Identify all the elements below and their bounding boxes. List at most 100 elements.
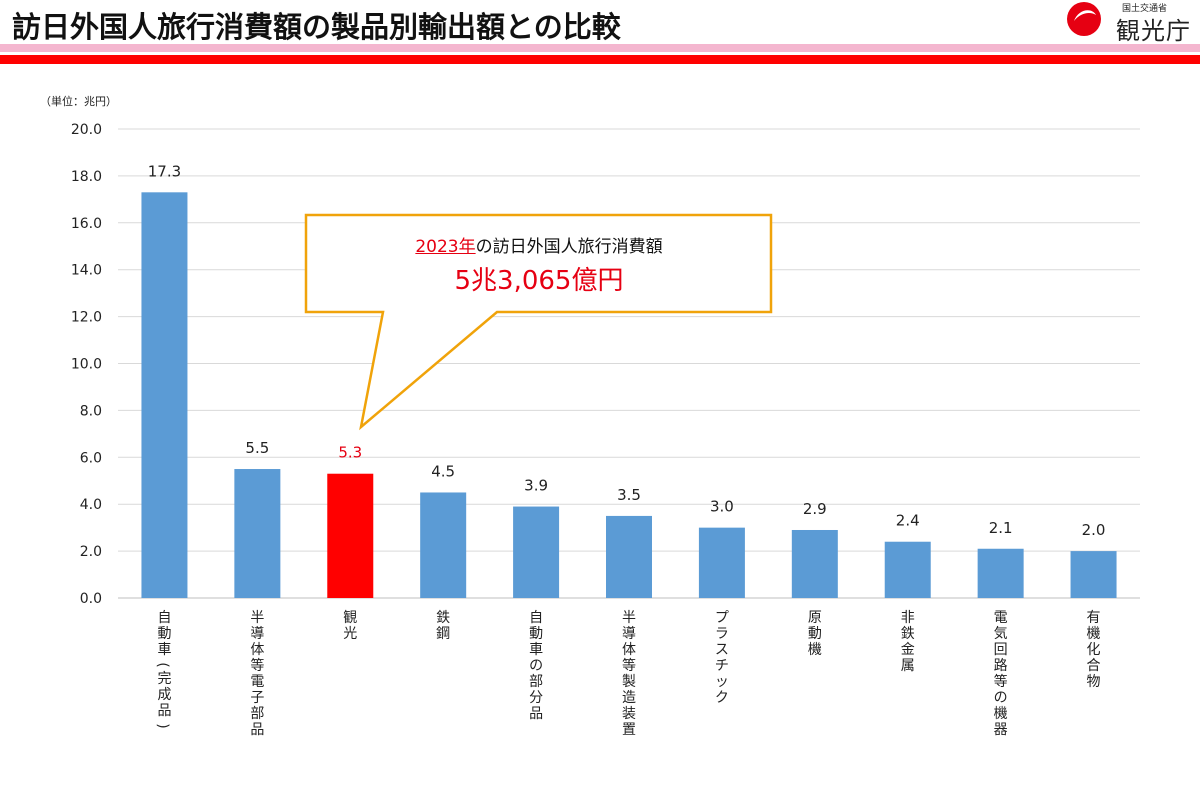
category-label: 鉄鋼 bbox=[436, 610, 450, 642]
data-label: 4.5 bbox=[431, 462, 455, 480]
category-label-char: チ bbox=[715, 658, 729, 674]
bar bbox=[513, 506, 560, 598]
bar bbox=[606, 515, 652, 598]
bar bbox=[698, 527, 745, 598]
data-label: 5.5 bbox=[245, 439, 269, 457]
category-label-char: 回 bbox=[994, 642, 1008, 658]
y-axis-ticks: 0.0 2.0 4.0 6.0 8.0 10.0 12.0 14.0 16.0 18.0 20.0 bbox=[71, 122, 102, 607]
bar bbox=[1070, 551, 1117, 598]
data-label: 2.9 bbox=[803, 500, 827, 518]
category-label-char: ク bbox=[715, 690, 729, 706]
callout-amount: 5兆3,065億円 bbox=[454, 266, 624, 296]
category-label-char: 鋼 bbox=[436, 626, 450, 642]
y-tick-label: 14.0 bbox=[71, 263, 102, 279]
data-labels: 17.3 5.5 5.3 4.5 3.9 3.5 3.0 2.9 2.4 2.1 2.0 bbox=[148, 162, 1106, 539]
logo-agency-text: 観光庁 bbox=[1116, 17, 1191, 45]
y-tick-label: 12.0 bbox=[71, 310, 102, 326]
category-label-char: 導 bbox=[622, 626, 636, 642]
pink-divider bbox=[0, 44, 1200, 52]
y-tick-label: 6.0 bbox=[80, 450, 102, 466]
category-label-char: 有 bbox=[1087, 610, 1101, 626]
category-label-char: 原 bbox=[808, 610, 822, 626]
category-label-char: 半 bbox=[622, 610, 636, 626]
bars bbox=[141, 192, 1117, 598]
category-label-char: ( bbox=[154, 662, 170, 667]
category-label-char: ス bbox=[715, 642, 729, 658]
bar bbox=[234, 469, 281, 598]
category-label-char: 鉄 bbox=[901, 626, 915, 642]
category-label-char: ) bbox=[154, 723, 170, 728]
logo-mark-icon bbox=[1067, 2, 1101, 36]
category-label: 自動車 ( 完成品) bbox=[154, 610, 171, 729]
data-label: 5.3 bbox=[338, 444, 362, 462]
category-label-char: 鉄 bbox=[436, 610, 450, 626]
category-label-char: 金 bbox=[901, 642, 915, 658]
category-label-char: ラ bbox=[715, 626, 729, 642]
bar bbox=[420, 492, 467, 598]
category-label-char: 体 bbox=[622, 642, 636, 658]
category-label-char: 品 bbox=[157, 703, 171, 719]
data-label: 2.1 bbox=[989, 519, 1013, 537]
category-label-char: 子 bbox=[250, 690, 264, 706]
category-label-char: 半 bbox=[250, 610, 264, 626]
category-label-char: 動 bbox=[157, 626, 171, 642]
y-tick-label: 2.0 bbox=[80, 544, 102, 560]
y-tick-label: 18.0 bbox=[71, 169, 102, 185]
category-label-char: ッ bbox=[715, 674, 729, 690]
bar bbox=[327, 473, 374, 598]
data-label: 17.3 bbox=[148, 162, 181, 180]
data-label: 3.5 bbox=[617, 486, 641, 504]
category-label-char: 自 bbox=[529, 610, 543, 626]
category-label-char: 体 bbox=[250, 642, 264, 658]
page-title: 訪日外国人旅行消費額の製品別輸出額との比較 bbox=[12, 10, 621, 44]
header: 訪日外国人旅行消費額の製品別輸出額との比較 国土交通省 観光庁 bbox=[0, 0, 1200, 66]
category-label-char: 完 bbox=[157, 671, 171, 687]
category-label-char: 等 bbox=[622, 657, 636, 674]
category-label-char: 物 bbox=[1087, 674, 1101, 690]
data-label: 2.4 bbox=[896, 512, 920, 530]
callout-caption: 2023年の訪日外国人旅行消費額 bbox=[306, 232, 772, 257]
red-divider bbox=[0, 55, 1200, 64]
bar bbox=[141, 192, 188, 598]
y-tick-label: 20.0 bbox=[71, 122, 102, 138]
category-label-char: 合 bbox=[1087, 658, 1101, 674]
category-label: 原動機 bbox=[808, 610, 822, 658]
category-label-char: 気 bbox=[994, 626, 1008, 642]
category-label-char: 部 bbox=[529, 674, 543, 690]
category-label-char: 器 bbox=[994, 722, 1008, 738]
category-label-char: 車 bbox=[157, 641, 171, 658]
category-label-char: 電 bbox=[994, 610, 1008, 626]
category-label-char: 路 bbox=[994, 658, 1008, 674]
category-label-char: 化 bbox=[1087, 642, 1101, 658]
callout-year: 2023年 bbox=[415, 237, 476, 257]
bar bbox=[884, 541, 931, 598]
category-label-char: の bbox=[529, 658, 543, 674]
data-label: 3.0 bbox=[710, 498, 734, 516]
category-label-char: の bbox=[994, 690, 1008, 706]
category-label-char: 導 bbox=[250, 626, 264, 642]
y-tick-label: 16.0 bbox=[71, 216, 102, 232]
category-label-char: 品 bbox=[250, 722, 264, 738]
callout-bubble bbox=[304, 213, 773, 431]
category-label-char: 等 bbox=[994, 673, 1008, 690]
y-tick-label: 4.0 bbox=[80, 497, 102, 513]
category-label-char: 品 bbox=[529, 706, 543, 722]
y-tick-label: 10.0 bbox=[71, 357, 102, 373]
data-label: 2.0 bbox=[1082, 521, 1106, 539]
category-label-char: 自 bbox=[157, 610, 171, 626]
unit-label: （単位：兆円） bbox=[40, 95, 117, 108]
category-label-char: 部 bbox=[250, 706, 264, 722]
kankocho-logo: 国土交通省 観光庁 bbox=[1066, 0, 1200, 45]
category-label-char: 成 bbox=[157, 687, 171, 703]
category-label-char: 機 bbox=[808, 642, 822, 658]
category-label-char: 装 bbox=[622, 706, 636, 722]
data-label: 3.9 bbox=[524, 477, 548, 495]
